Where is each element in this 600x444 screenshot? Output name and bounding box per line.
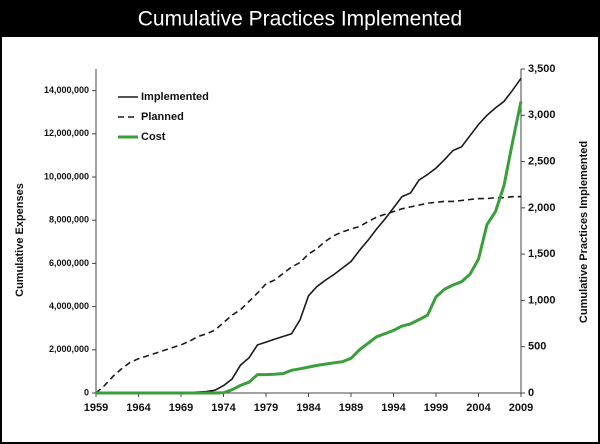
chart-title: Cumulative Practices Implemented: [138, 8, 462, 31]
y-axis-title: Cumulative Expenses: [14, 183, 26, 297]
y-tick-label: 10,000,000: [44, 171, 89, 181]
y-tick-label: 0: [84, 387, 89, 397]
legend-label: Cost: [141, 131, 166, 143]
y-tick-label: 4,000,000: [49, 301, 89, 311]
x-tick-label: 1964: [126, 402, 151, 414]
y2-tick-label: 500: [528, 341, 546, 353]
y2-tick-label: 1,500: [528, 248, 556, 260]
title-bar: [0, 0, 600, 37]
legend-label: Implemented: [141, 91, 209, 103]
y2-tick-label: 3,500: [528, 63, 556, 75]
x-tick-label: 2009: [509, 402, 533, 414]
x-tick-label: 1989: [339, 402, 363, 414]
y-tick-label: 14,000,000: [44, 85, 89, 95]
y2-tick-label: 0: [528, 387, 534, 399]
x-tick-label: 1959: [84, 402, 108, 414]
x-tick-label: 1974: [211, 402, 236, 414]
y-tick-label: 12,000,000: [44, 128, 89, 138]
series-line: [96, 101, 523, 395]
y-tick-label: 8,000,000: [49, 215, 89, 225]
y2-tick-label: 1,000: [528, 294, 556, 306]
x-tick-label: 2004: [466, 402, 491, 414]
y-tick-label: 6,000,000: [49, 258, 89, 268]
x-tick-label: 1999: [424, 402, 448, 414]
x-tick-label: 1984: [296, 402, 321, 414]
y2-tick-label: 2,500: [528, 155, 556, 167]
x-tick-label: 1969: [169, 402, 193, 414]
y2-tick-label: 2,000: [528, 202, 556, 214]
series-line: [95, 195, 521, 394]
y2-axis-title: Cumulative Practices Implemented: [578, 141, 590, 323]
y2-tick-label: 3,000: [528, 109, 556, 121]
legend-label: Planned: [141, 111, 184, 123]
x-tick-label: 1979: [254, 402, 278, 414]
x-tick-label: 1994: [381, 402, 406, 414]
y-tick-label: 2,000,000: [49, 344, 89, 354]
